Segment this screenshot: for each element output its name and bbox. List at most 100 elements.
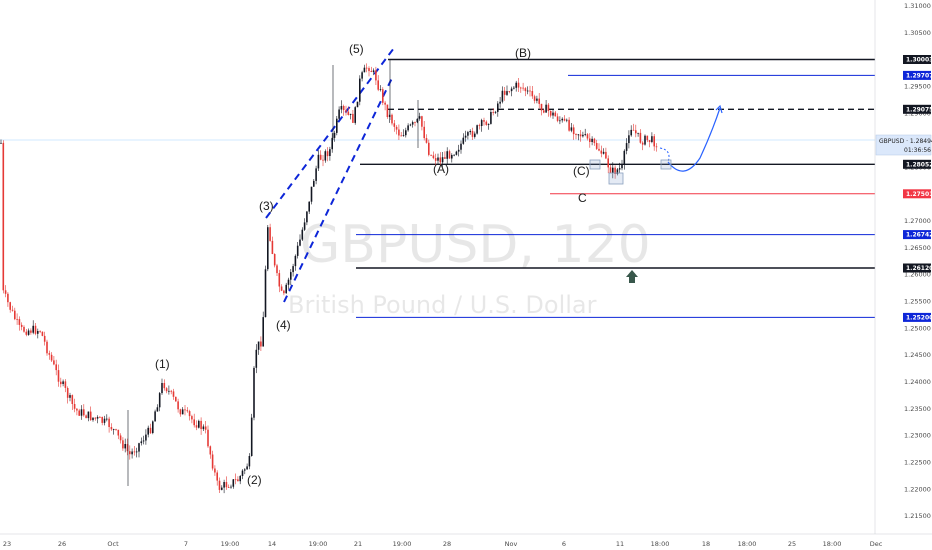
wave-label: (1) [155,357,170,371]
candle-body [299,239,301,246]
candle-body [181,409,184,415]
candle-body [418,116,421,119]
candle-body [108,418,110,427]
price-tick-label: 1.22500 [904,459,931,467]
candle-body [628,135,630,144]
candle-body [322,159,324,161]
candle-body [200,420,202,430]
candle-body [287,279,290,285]
candle-body [204,426,207,430]
current-price-tag [875,134,932,156]
candle-body [400,135,402,137]
candle-body [572,127,575,135]
current-price-symbol: GBPUSD · 1.28494 [879,138,932,145]
candle-body [460,143,462,150]
candle-body [655,146,658,148]
price-tick-label: 1.23500 [904,405,931,413]
candle-body [591,138,593,142]
watermark-symbol: GBPUSD, 120 [300,215,651,275]
watermark: GBPUSD, 120 British Pound / U.S. Dollar [288,215,651,319]
candle-body [593,138,596,144]
candle-body [239,476,241,482]
candle-body [414,122,416,123]
candle-body [467,132,469,136]
price-axis[interactable]: 1.310001.305001.300001.295001.290001.285… [874,0,932,550]
candle-body [34,325,37,334]
candle-body [372,70,375,72]
candle-body [365,67,368,69]
candle-body [561,118,563,121]
candle-body [283,290,285,294]
time-tick-label: 18 [702,540,710,548]
candle-body [30,330,32,333]
candle-body [60,381,62,385]
wave-channel[interactable] [265,47,395,303]
candle-body [570,127,573,131]
candle-body [554,112,557,117]
current-price-timer: 01:36:56 [904,147,931,154]
overlay-drawings[interactable] [589,104,723,283]
price-tick-label: 1.27000 [904,217,931,225]
candle-body [630,129,632,136]
candle-body [315,168,317,181]
wave-label: (2) [247,473,262,487]
candle-body [598,148,600,151]
candle-body [568,119,570,131]
candle-body [184,409,186,411]
candle-body [99,417,101,418]
candle-body [126,444,129,452]
candle-body [209,446,212,455]
wave-label: C [578,191,587,205]
price-tick-label: 1.30500 [904,29,931,37]
price-tick-label: 1.25500 [904,298,931,306]
candle-body [340,106,343,110]
candle-body [434,158,437,161]
candles [0,60,658,494]
candle-body [255,349,258,368]
candle-body [69,395,71,398]
box-marker [660,159,672,170]
candle-body [386,104,389,117]
candle-body [448,151,451,159]
candle-body [478,125,481,126]
candle-body [538,98,540,104]
candle-body [83,409,85,416]
candle-body [170,390,172,392]
time-tick-label: 28 [443,540,451,548]
time-tick-label: 18:00 [738,540,757,548]
level-tag-value: 1.29707 [906,72,932,79]
candle-body [14,310,16,320]
candle-body [361,72,363,79]
candle-body [421,116,423,127]
candle-body [384,102,386,105]
candle-body [179,409,182,415]
candle-body [446,151,448,159]
candle-body [175,396,177,402]
level-tag [903,104,931,114]
level-tag-value: 1.30003 [906,57,932,64]
level-tag-value: 1.27501 [906,191,932,198]
wave-label: (4) [276,318,291,332]
candle-body [64,381,67,388]
candle-body [476,125,478,134]
candle-body [430,154,432,156]
candle-body [639,132,642,143]
candle-body [211,454,214,469]
horizontal-levels[interactable] [356,58,900,318]
time-axis[interactable]: 23 26 Oct 7 19:00 14 19:00 21 19:00 28 Nov 6 11 18:00… [0,533,932,550]
candle-body [193,419,195,426]
candle-body [55,364,57,371]
candle-body [411,122,414,125]
price-tick-label: 1.24000 [904,378,931,386]
candle-body [379,89,382,90]
candle-body [540,103,543,111]
candle-body [142,440,145,442]
price-tick-label: 1.26500 [904,244,931,252]
candle-body [543,110,545,113]
candle-body [319,154,322,160]
candle-body [290,272,292,280]
candle-body [198,420,200,428]
candle-body [510,88,513,92]
candle-body [501,90,504,102]
